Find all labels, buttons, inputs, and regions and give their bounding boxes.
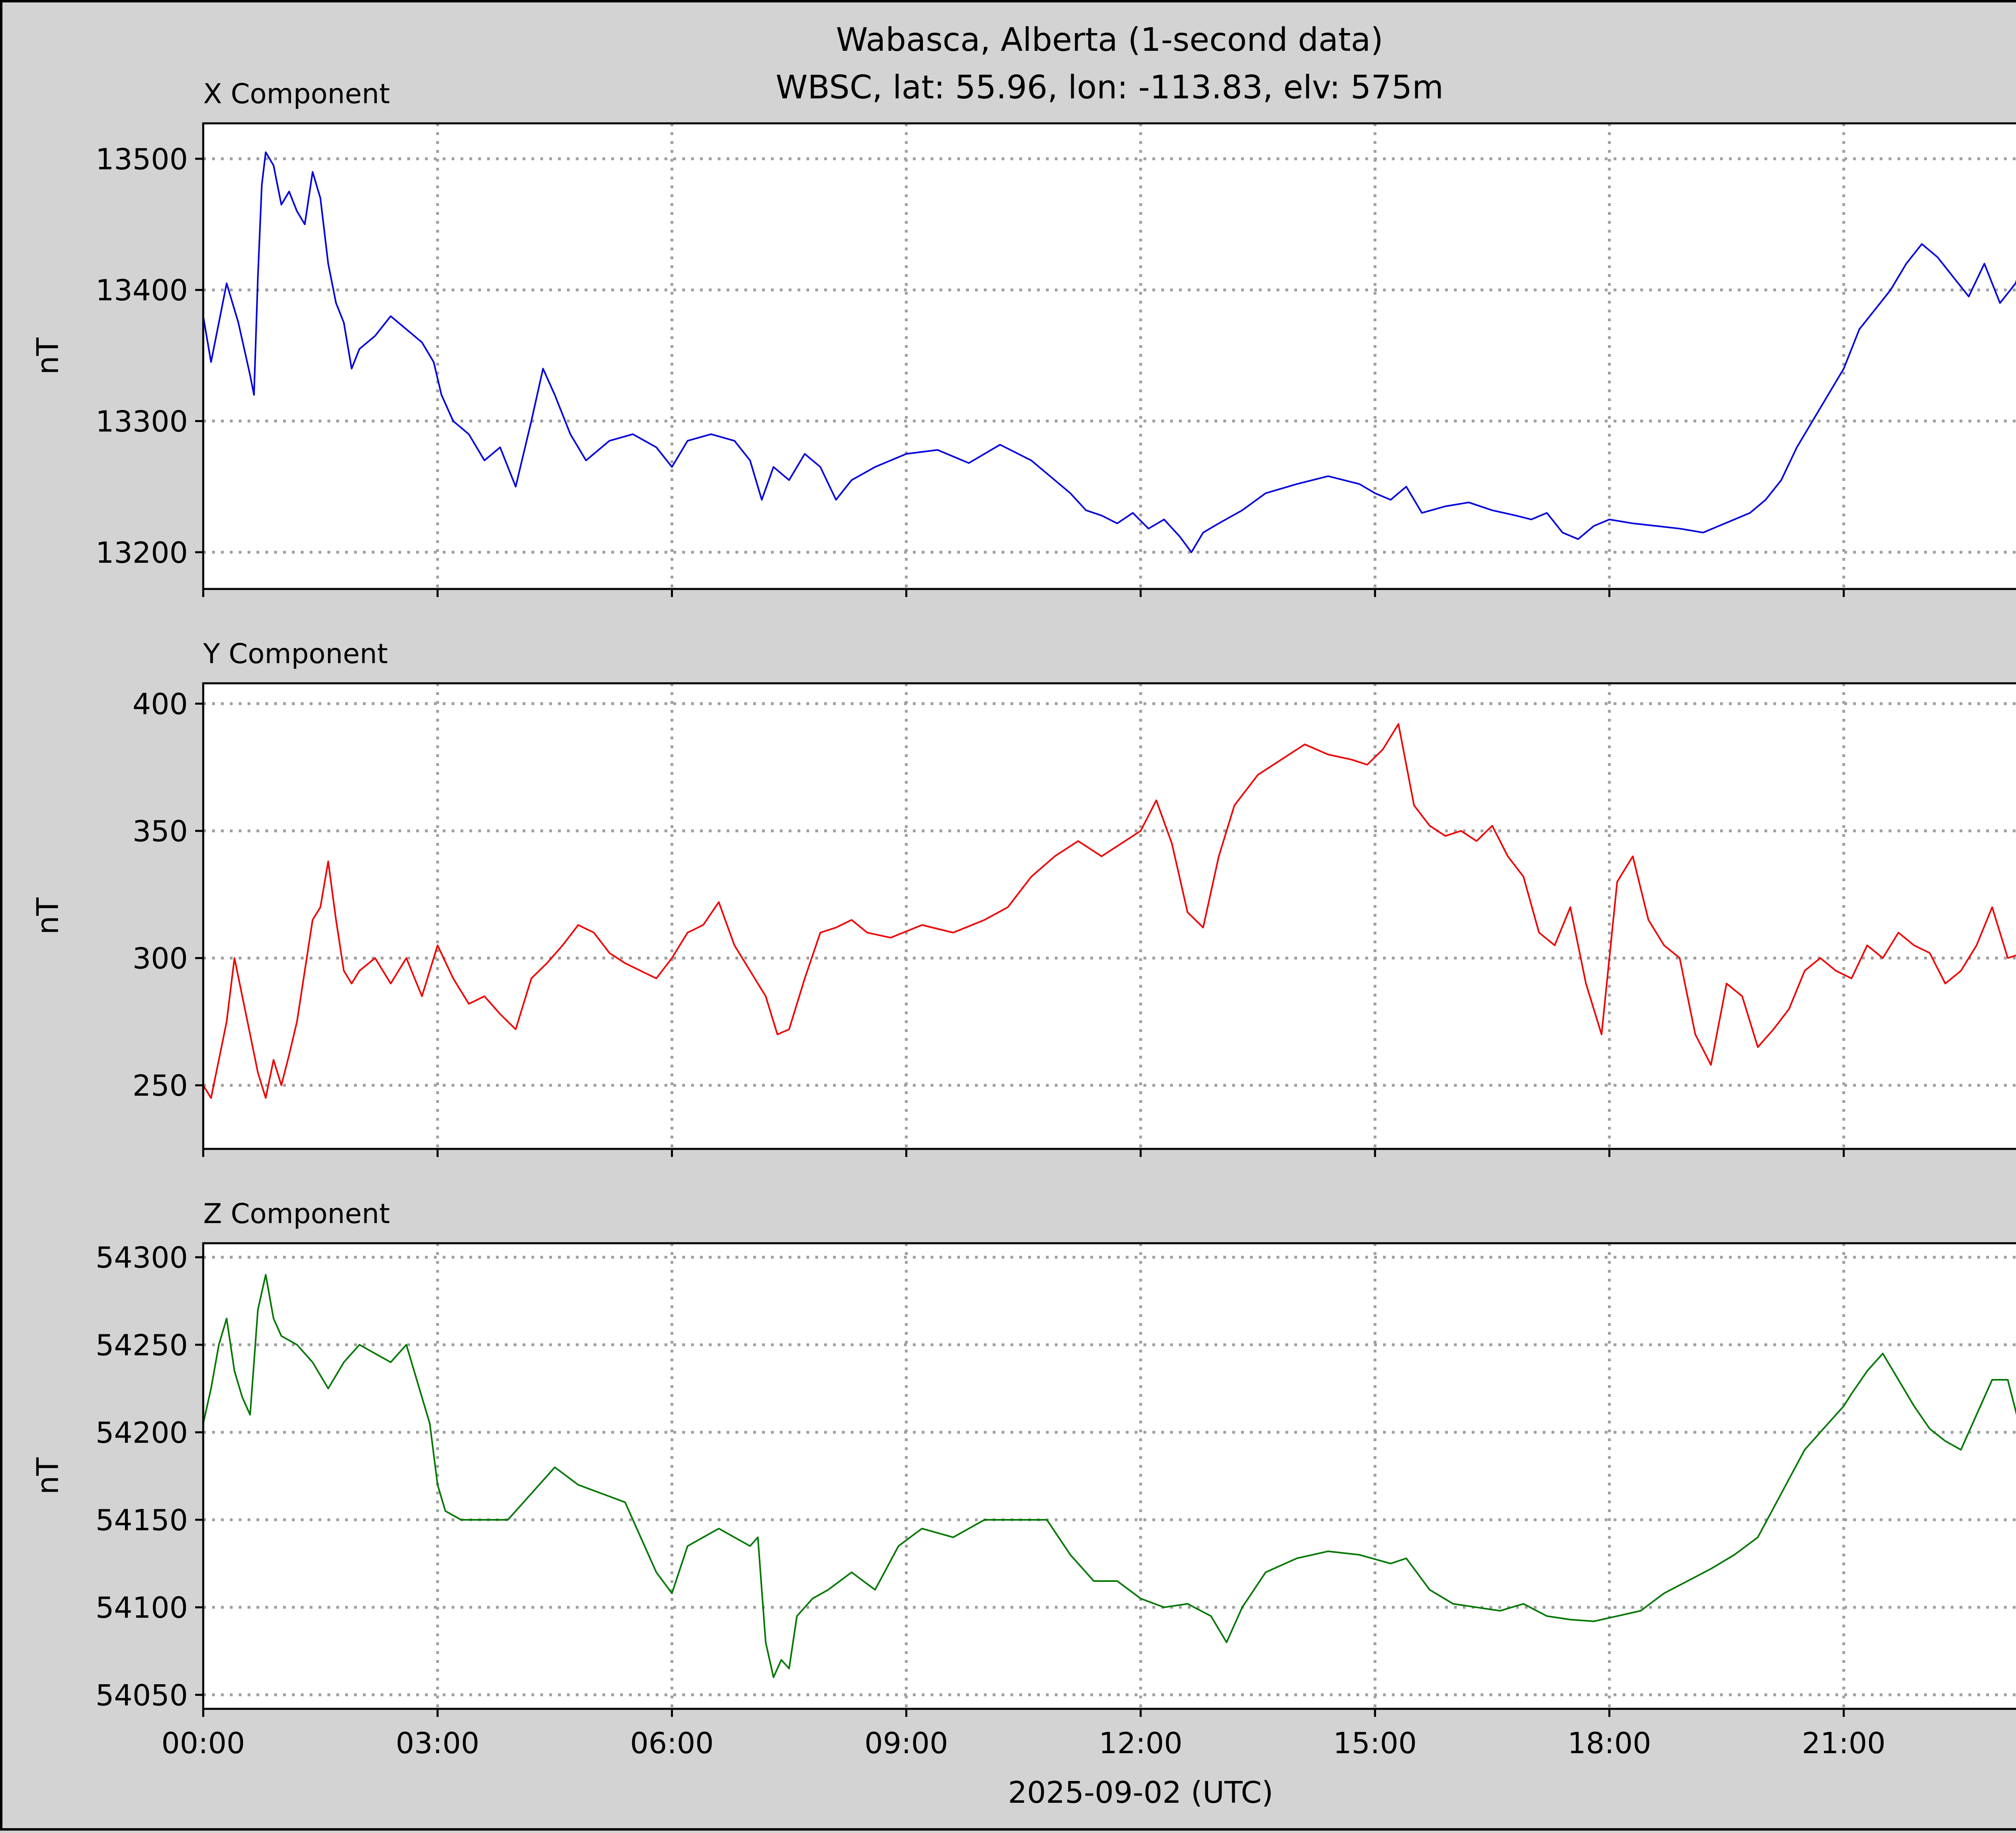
panel-1: 250 300 350 400 Y Component nT — [31, 638, 2016, 1157]
x-tick-label: 18:00 — [1568, 1726, 1652, 1760]
x-tick-label: 15:00 — [1333, 1726, 1417, 1760]
y-axis-label: nT — [31, 897, 65, 935]
figure-title-line1: Wabasca, Alberta (1-second data) — [836, 21, 1383, 58]
panel-0: 13200 13300 13400 13500 X Component nT — [31, 78, 2016, 597]
y-tick-label: 13400 — [96, 273, 188, 307]
panel-title: Y Component — [203, 638, 388, 670]
y-axis-label: nT — [31, 337, 65, 375]
panel-title: Z Component — [203, 1198, 390, 1230]
y-tick-label: 13500 — [96, 142, 188, 176]
x-tick-label: 00:00 — [161, 1726, 245, 1760]
series-line-0 — [202, 151, 2016, 553]
y-tick-label: 54100 — [96, 1591, 188, 1625]
figure-title-line2: WBSC, lat: 55.96, lon: -113.83, elv: 575… — [776, 69, 1443, 106]
y-axis-label: nT — [31, 1457, 65, 1495]
y-tick-label: 300 — [133, 942, 188, 976]
y-tick-label: 54200 — [96, 1416, 188, 1450]
panels: 13200 13300 13400 13500 X Component nT 250 300 3… — [31, 78, 2016, 1760]
y-tick-label: 400 — [133, 687, 188, 721]
y-tick-label: 54250 — [96, 1328, 188, 1362]
x-axis-label: 2025-09-02 (UTC) — [1008, 1775, 1273, 1810]
plot-area — [203, 683, 2016, 1149]
x-tick-label: 09:00 — [864, 1726, 948, 1760]
panel-title: X Component — [203, 78, 390, 110]
series-line-0 — [202, 1274, 2016, 1678]
panel-2: 54050 54100 54150 54200 54250 54300 00:00 03:00… — [31, 1198, 2016, 1760]
plot-area — [203, 1243, 2016, 1709]
y-tick-label: 350 — [133, 814, 188, 848]
x-tick-label: 12:00 — [1099, 1726, 1183, 1760]
plot-area — [203, 123, 2016, 589]
x-tick-label: 21:00 — [1802, 1726, 1886, 1760]
y-tick-label: 250 — [133, 1069, 188, 1103]
y-tick-label: 13300 — [96, 405, 188, 439]
y-tick-label: 54300 — [96, 1241, 188, 1275]
x-tick-label: 06:00 — [630, 1726, 714, 1760]
y-tick-label: 54150 — [96, 1503, 188, 1537]
series-line-0 — [202, 723, 2016, 1099]
y-tick-label: 13200 — [96, 536, 188, 570]
x-tick-label: 03:00 — [396, 1726, 480, 1760]
y-tick-label: 54050 — [96, 1678, 188, 1712]
